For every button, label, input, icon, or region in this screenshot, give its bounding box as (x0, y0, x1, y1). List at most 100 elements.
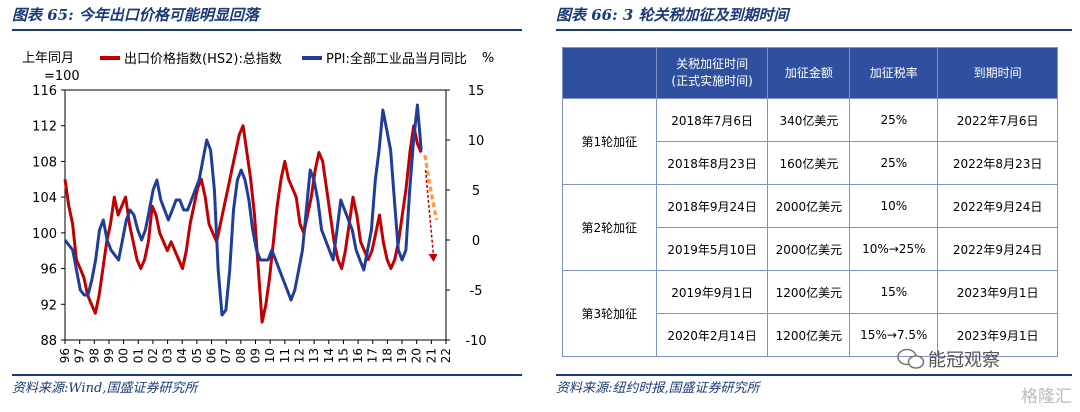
table-row: 2018年8月23日 160亿美元 25% 2022年8月23日 (563, 141, 1058, 185)
x-axis-tick-label: 98 (87, 348, 101, 363)
table-cell: 10%→25% (849, 227, 939, 271)
group-label: 第3轮加征 (562, 270, 657, 357)
table-cell: 15% (849, 270, 939, 314)
forecast-down-arrowhead (428, 254, 438, 262)
series-ppi-line (63, 103, 423, 317)
x-axis-tick-label: 96 (58, 348, 72, 363)
table-row: 第2轮加征 2018年9月24日 2000亿美元 10% 2022年9月24日 (562, 184, 1058, 271)
table-cell: 2018年8月23日 (655, 141, 769, 185)
right-axis-tick-label: 0 (472, 234, 480, 249)
right-axis-tick-label: 5 (472, 184, 480, 199)
header-cell: 关税加征时间 (正式实施时间) (655, 47, 769, 99)
x-axis-tick-label: 04 (175, 348, 189, 363)
header-cell: 到期时间 (937, 47, 1058, 99)
x-axis-tick-label: 00 (117, 348, 131, 363)
group-label: 第1轮加征 (562, 98, 657, 185)
x-axis-tick-label: 06 (205, 348, 219, 363)
legend-label: 出口价格指数(HS2):总指数 (124, 51, 282, 67)
table-cell: 2023年9月1日 (937, 270, 1058, 314)
x-axis-tick-label: 18 (380, 348, 394, 363)
group-label: 第2轮加征 (562, 184, 657, 271)
x-axis-tick-label: 11 (278, 348, 292, 363)
x-axis-tick-label: 01 (131, 348, 145, 363)
table-cell: 2000亿美元 (767, 227, 851, 271)
x-axis-tick-label: 05 (190, 348, 204, 363)
x-axis-tick-label: 09 (249, 348, 263, 363)
right-source-rule (556, 374, 1072, 376)
table-header-row: 关税加征时间 (正式实施时间) 加征金额 加征税率 到期时间 (562, 47, 1058, 99)
left-axis-tick-label: 112 (32, 120, 57, 135)
site-watermark: 格隆汇 (1021, 387, 1072, 407)
x-axis-tick-label: 21 (424, 348, 438, 363)
table-row: 2019年5月10日 2000亿美元 10%→25% 2022年9月24日 (563, 227, 1058, 271)
right-axis-tick-label: 15 (468, 84, 485, 99)
table-cell: 25% (849, 98, 939, 142)
series-export-price-line (63, 124, 423, 324)
wechat-icon (897, 348, 925, 369)
x-axis-tick-label: 19 (395, 348, 409, 363)
x-axis-tick-label: 15 (336, 348, 350, 363)
series-forecast-line (423, 154, 439, 221)
left-axis-tick-label: 108 (32, 155, 57, 170)
right-panel-source: 资料来源:纽约时报,国盛证券研究所 (556, 381, 760, 396)
table-cell: 2023年9月1日 (937, 313, 1058, 357)
left-axis-tick-label: 116 (32, 84, 57, 99)
table-cell: 2019年5月10日 (655, 227, 769, 271)
table-cell: 1200亿美元 (767, 270, 851, 314)
x-axis-tick-label: 99 (102, 348, 116, 363)
table-cell: 2022年9月24日 (937, 184, 1058, 228)
x-axis-tick-label: 97 (73, 348, 87, 363)
left-axis-tick-label: 92 (40, 298, 57, 313)
right-title-rule (556, 29, 1072, 31)
tariff-table: 关税加征时间 (正式实施时间) 加征金额 加征税率 到期时间 第1轮加征 201… (562, 47, 1058, 357)
header-cell: 加征税率 (849, 47, 939, 99)
table-cell: 2000亿美元 (767, 184, 851, 228)
table-cell: 2020年2月14日 (655, 313, 769, 357)
x-axis-tick-label: 02 (146, 348, 160, 363)
x-axis-tick-label: 10 (263, 348, 277, 363)
right-axis-label: % (482, 51, 494, 66)
table-cell: 25% (849, 141, 939, 185)
table-cell: 2019年9月1日 (655, 270, 769, 314)
right-panel-title: 图表 66: 3 轮关税加征及到期时间 (556, 6, 789, 24)
table-cell: 2018年7月6日 (655, 98, 769, 142)
right-axis-tick-label: -5 (470, 284, 483, 299)
right-axis-tick-label: 10 (468, 134, 485, 149)
table-cell: 2022年9月24日 (937, 227, 1058, 271)
left-title-rule (12, 29, 522, 31)
table-cell: 2022年8月23日 (937, 141, 1058, 185)
x-axis-tick-label: 12 (292, 348, 306, 363)
left-axis-tick-label: 104 (32, 191, 57, 206)
left-axis-tick-label: 88 (40, 334, 57, 349)
legend-label: PPI:全部工业品当月同比 (326, 51, 467, 67)
x-axis-tick-label: 13 (307, 348, 321, 363)
x-axis-tick-label: 03 (161, 348, 175, 363)
x-axis-tick-label: 08 (234, 348, 248, 363)
table-row: 2020年2月14日 1200亿美元 15%→7.5% 2023年9月1日 (563, 313, 1058, 357)
x-axis-tick-label: 07 (219, 348, 233, 363)
table-cell: 10% (849, 184, 939, 228)
table-cell: 160亿美元 (767, 141, 851, 185)
table-cell: 2018年9月24日 (655, 184, 769, 228)
left-panel-source: 资料来源:Wind,国盛证券研究所 (12, 381, 198, 396)
table-row: 第3轮加征 2019年9月1日 1200亿美元 15% 2023年9月1日 (562, 270, 1058, 357)
right-axis-tick-label: -10 (465, 334, 486, 349)
forecast-down-arrow (424, 169, 435, 257)
table-cell: 340亿美元 (767, 98, 851, 142)
table-cell: 1200亿美元 (767, 313, 851, 357)
table-cell: 2022年7月6日 (937, 98, 1058, 142)
table-cell: 15%→7.5% (849, 313, 939, 357)
left-axis-label: 上年同月 (22, 51, 74, 66)
left-source-rule (12, 374, 522, 376)
left-panel-title: 图表 65: 今年出口价格可能明显回落 (12, 6, 259, 24)
left-axis-label: =100 (44, 69, 80, 84)
table-row: 第1轮加征 2018年7月6日 340亿美元 25% 2022年7月6日 (562, 98, 1058, 185)
header-cell: 加征金额 (767, 47, 851, 99)
header-blank (562, 47, 657, 99)
x-axis-tick-label: 17 (366, 348, 380, 363)
x-axis-tick-label: 14 (322, 348, 336, 363)
left-axis-tick-label: 96 (40, 263, 57, 278)
x-axis-tick-label: 20 (410, 348, 424, 363)
wechat-watermark: 能冠观察 (928, 350, 1000, 371)
